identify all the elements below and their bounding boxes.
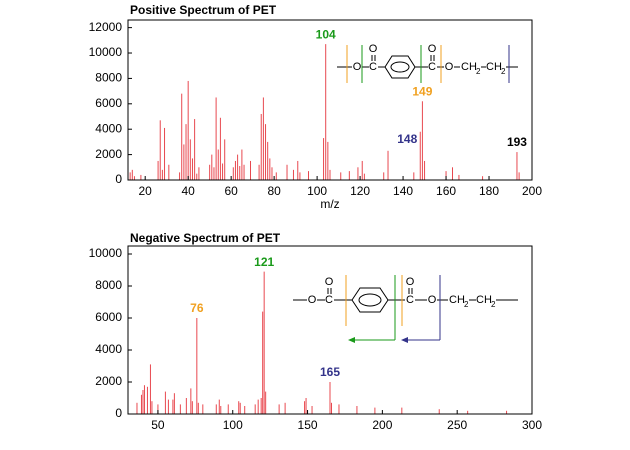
plot-frame: [127, 19, 533, 181]
x-tick-label: 150: [298, 418, 318, 432]
y-tick-label: 0: [115, 406, 122, 420]
x-tick-label: 20: [139, 184, 153, 198]
atom: CH: [486, 61, 502, 73]
peak-label: 149: [412, 84, 432, 98]
y-tick-label: 8000: [95, 71, 122, 85]
atom: C: [369, 61, 377, 73]
atom: O: [325, 276, 334, 288]
atom: 2: [476, 67, 481, 76]
atom: C: [406, 294, 414, 306]
atom: 2: [491, 300, 496, 309]
x-tick-label: 140: [393, 184, 413, 198]
structure: O C O C O O CH 2 CH 2: [293, 275, 518, 343]
atom: CH: [449, 294, 465, 306]
x-tick-label: 200: [372, 418, 392, 432]
chart-title: Negative Spectrum of PET: [130, 231, 281, 245]
x-axis-label: m/z: [320, 197, 339, 211]
peak-label: 104: [316, 27, 336, 41]
peak-label: 193: [507, 135, 527, 149]
ring: [384, 55, 416, 79]
chart: 0 2000 4000 6000 8000 10000 50 100 150 200 250 300 1…: [89, 245, 542, 432]
atom: 2: [464, 300, 469, 309]
x-tick-label: 120: [350, 184, 370, 198]
atom: C: [325, 294, 333, 306]
structure: O C O C O O CH 2 CH 2: [337, 43, 518, 83]
x-tick-label: 200: [522, 184, 542, 198]
ring: [358, 293, 382, 307]
atom: O: [428, 43, 437, 55]
atom: C: [428, 61, 436, 73]
x-tick-label: 40: [181, 184, 195, 198]
arrow-head: [348, 337, 355, 343]
atom: O: [428, 294, 437, 306]
y-tick-label: 4000: [95, 342, 122, 356]
atom: O: [308, 294, 317, 306]
arrow-head: [401, 337, 408, 343]
atom: CH: [461, 61, 477, 73]
x-tick-label: 100: [223, 418, 243, 432]
y-tick-label: 6000: [95, 96, 122, 110]
y-tick-label: 2000: [95, 147, 122, 161]
x-tick-label: 250: [447, 418, 467, 432]
x-tick-label: 60: [224, 184, 238, 198]
y-tick-label: 0: [115, 172, 122, 186]
ring: [351, 287, 389, 313]
x-tick-label: 80: [267, 184, 281, 198]
atom: O: [353, 61, 362, 73]
atom: O: [445, 61, 454, 73]
chart: 0 2000 4000 6000 8000 10000 12000 20 40 60 80 100 12…: [89, 19, 542, 198]
atom: 2: [501, 67, 506, 76]
atom: O: [406, 276, 415, 288]
x-tick-label: 160: [436, 184, 456, 198]
y-tick-label: 6000: [95, 310, 122, 324]
ring: [390, 61, 410, 73]
chart-title: Positive Spectrum of PET: [130, 3, 277, 17]
x-tick-label: 100: [307, 184, 327, 198]
peak-label: 148: [397, 132, 417, 146]
y-tick-label: 8000: [95, 278, 122, 292]
y-tick-label: 10000: [89, 45, 123, 59]
atom: CH: [476, 294, 492, 306]
peak-label: 165: [320, 365, 340, 379]
peak-label: 121: [254, 255, 274, 269]
peak-label: 76: [190, 301, 204, 315]
x-tick-label: 300: [522, 418, 542, 432]
x-tick-label: 180: [479, 184, 499, 198]
y-tick-label: 2000: [95, 374, 122, 388]
atom: O: [369, 43, 378, 55]
y-tick-label: 10000: [89, 246, 123, 260]
y-tick-label: 12000: [89, 20, 123, 34]
plot-frame: [127, 245, 533, 415]
y-tick-label: 4000: [95, 121, 122, 135]
x-tick-label: 50: [151, 418, 165, 432]
